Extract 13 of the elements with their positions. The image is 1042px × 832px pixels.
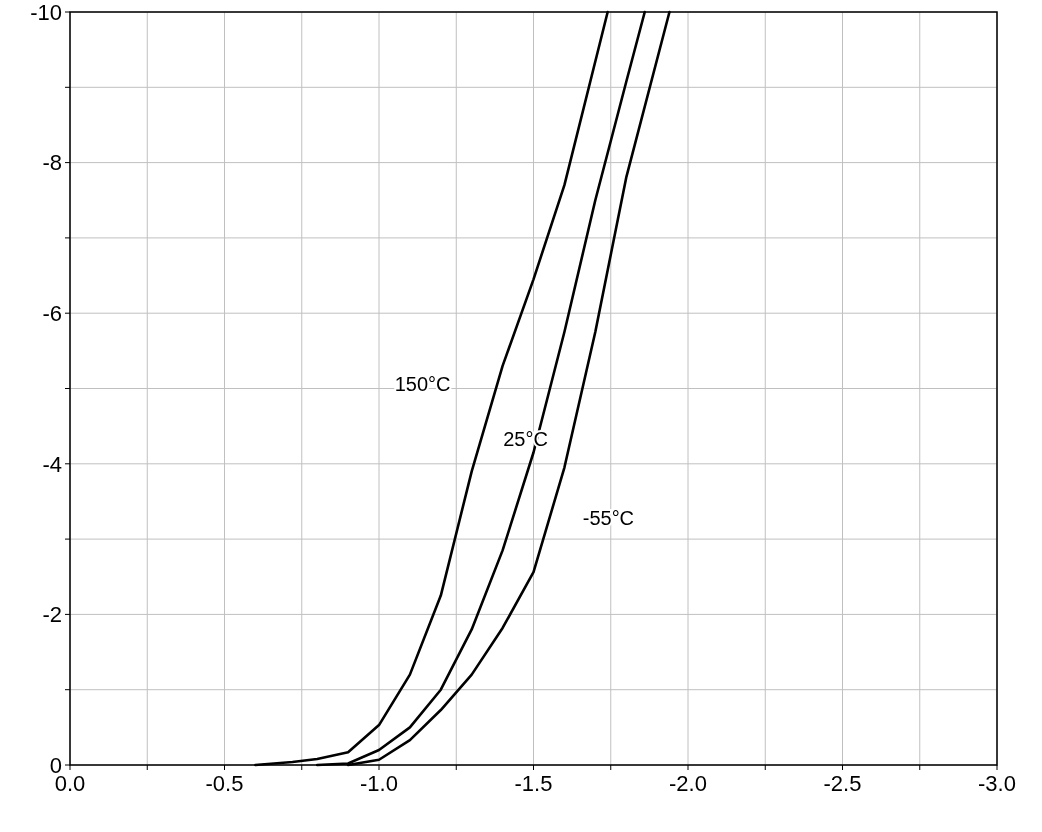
y-tick-label: -10 [30,0,62,25]
x-tick-label: -1.0 [360,771,398,796]
text: 150°C [394,372,451,395]
y-tick-label: -6 [42,300,62,326]
y-tick-label: -2 [42,602,62,628]
series-label: -55°C [582,506,635,529]
x-tick-label: -0.5 [205,771,244,796]
x-tick-label: -2.0 [669,771,707,796]
x-tick-label: -1.5 [514,771,553,796]
y-tick-label: -4 [42,451,62,477]
x-tick-label: -3.0 [978,771,1016,796]
x-tick-label: -2.5 [823,771,862,796]
y-tick-label: -8 [42,150,62,176]
